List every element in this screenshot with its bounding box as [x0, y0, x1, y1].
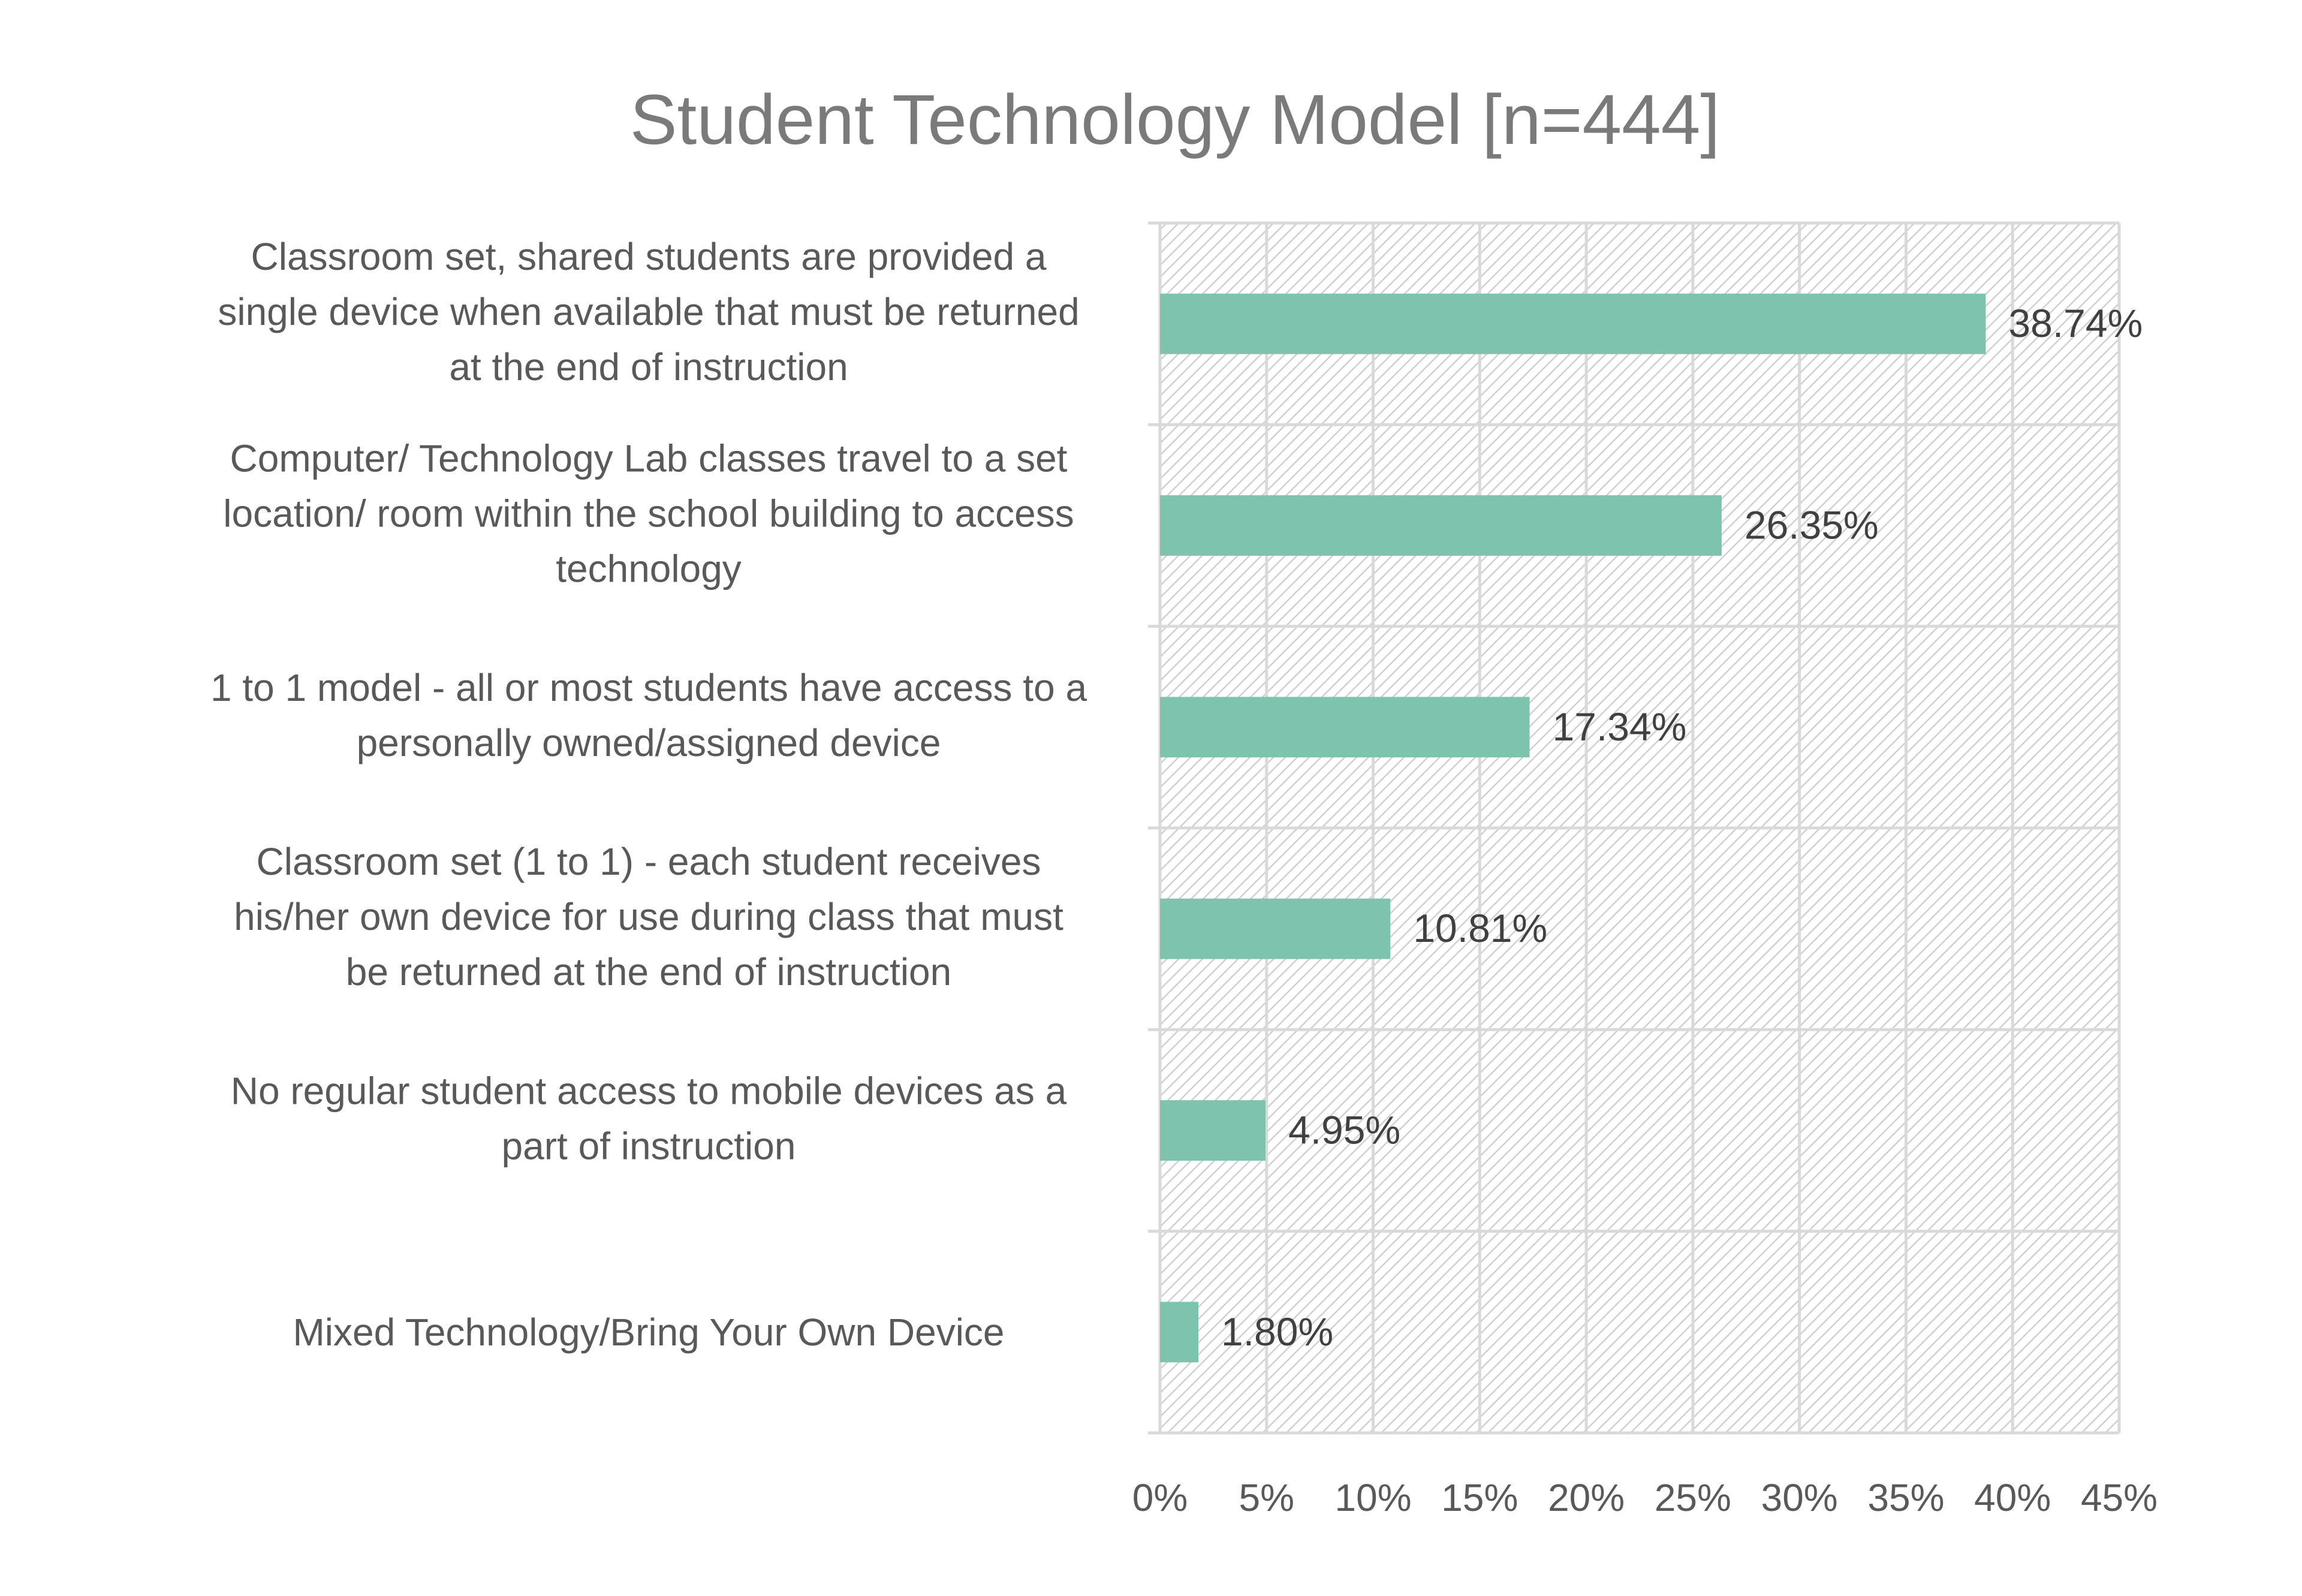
data-label: 17.34% [1553, 704, 1687, 749]
bar [1160, 697, 1530, 758]
x-tick-label: 45% [2081, 1476, 2158, 1519]
category-label: 1 to 1 model - all or most students have… [210, 666, 1087, 764]
x-tick-label: 25% [1655, 1476, 1731, 1519]
category-label: No regular student access to mobile devi… [231, 1070, 1067, 1168]
x-tick-label: 30% [1761, 1476, 1838, 1519]
category-label-line: his/her own device for use during class … [234, 895, 1063, 938]
category-label-line: technology [556, 547, 742, 591]
x-tick-label: 40% [1974, 1476, 2051, 1519]
category-label: Mixed Technology/Bring Your Own Device [293, 1311, 1004, 1354]
bar [1160, 1100, 1266, 1161]
x-axis-ticks: 0% 5% 10% 15% 20% 25% 30% 35% 40% 45% [1132, 1476, 2158, 1519]
data-label: 10.81% [1413, 906, 1547, 950]
category-label: Classroom set, shared students are provi… [218, 235, 1079, 389]
category-labels: Classroom set, shared students are provi… [210, 235, 1087, 1354]
x-tick-label: 20% [1548, 1476, 1625, 1519]
x-tick-label: 10% [1335, 1476, 1412, 1519]
category-label-line: location/ room within the school buildin… [223, 492, 1074, 535]
category-label-line: 1 to 1 model - all or most students have… [210, 666, 1087, 709]
bar [1160, 1302, 1198, 1363]
bars-layer: 38.74% 26.35% 17.34% 10.81% 4.95% 1.80% [1160, 293, 2143, 1363]
category-label-line: single device when available that must b… [218, 290, 1079, 333]
data-label: 4.95% [1288, 1108, 1400, 1152]
data-label: 26.35% [1744, 503, 1879, 547]
bar [1160, 898, 1391, 959]
chart-title: Student Technology Model [n=444] [630, 80, 1720, 159]
category-label-line: be returned at the end of instruction [346, 950, 951, 993]
category-label-line: Mixed Technology/Bring Your Own Device [293, 1311, 1004, 1354]
category-label-line: Computer/ Technology Lab classes travel … [230, 437, 1068, 480]
x-tick-label: 35% [1867, 1476, 1944, 1519]
bar [1160, 495, 1722, 556]
category-label-line: No regular student access to mobile devi… [231, 1070, 1067, 1113]
category-label-line: Classroom set (1 to 1) - each student re… [257, 840, 1041, 883]
category-label-line: Classroom set, shared students are provi… [251, 235, 1047, 278]
data-label: 1.80% [1221, 1309, 1333, 1354]
category-label: Classroom set (1 to 1) - each student re… [234, 840, 1063, 993]
category-label-line: personally owned/assigned device [357, 721, 941, 764]
x-tick-label: 5% [1239, 1476, 1295, 1519]
category-label: Computer/ Technology Lab classes travel … [223, 437, 1074, 591]
x-tick-label: 15% [1441, 1476, 1518, 1519]
data-label: 38.74% [2008, 301, 2143, 345]
x-tick-label: 0% [1132, 1476, 1188, 1519]
category-label-line: part of instruction [502, 1125, 796, 1168]
bar [1160, 293, 1986, 354]
grid-layer [1148, 221, 2121, 1435]
category-label-line: at the end of instruction [449, 345, 848, 389]
